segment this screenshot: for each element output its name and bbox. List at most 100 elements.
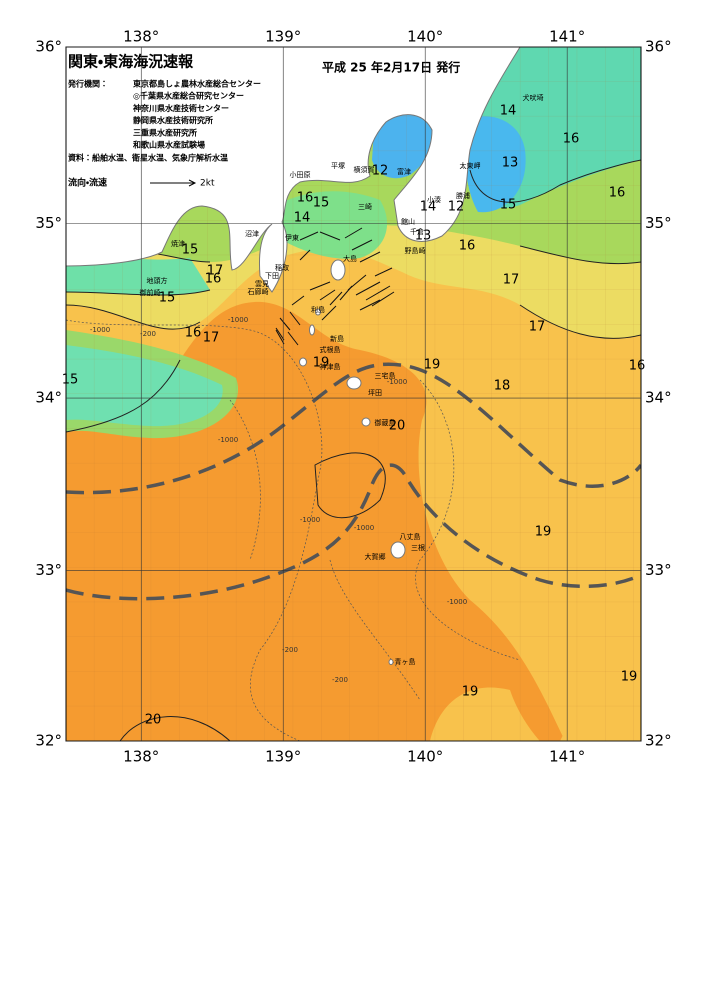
- temperature-label: 19: [313, 356, 330, 371]
- temperature-label: 16: [297, 191, 314, 206]
- sea-surface: [66, 47, 641, 741]
- depth-label: -1000: [300, 516, 320, 524]
- place-name: 利島: [311, 305, 325, 314]
- place-name: 稲取: [275, 263, 289, 272]
- temperature-label: 20: [389, 419, 406, 434]
- place-name: 神津島: [320, 362, 341, 371]
- temperature-label: 15: [500, 198, 517, 213]
- depth-label: -1000: [90, 326, 110, 334]
- temperature-label: 19: [621, 670, 638, 685]
- temperature-label: 13: [415, 229, 432, 244]
- lon-label-top: 141°: [549, 28, 585, 46]
- temperature-label: 17: [529, 320, 546, 335]
- temperature-label: 19: [424, 358, 441, 373]
- island: [361, 417, 371, 427]
- island: [330, 259, 346, 281]
- place-name: 地頭方: [147, 276, 168, 285]
- lon-label-top: 139°: [265, 28, 301, 46]
- temperature-label: 12: [372, 164, 389, 179]
- island: [299, 357, 307, 367]
- current-vector: [351, 239, 373, 251]
- island: [315, 308, 321, 316]
- place-name: 新島: [330, 334, 344, 343]
- issuer: ◎千葉県水産総合研究センター: [133, 91, 244, 101]
- lon-label-bottom: 139°: [265, 748, 301, 766]
- temperature-label: 17: [203, 331, 220, 346]
- place-name: 三宅島: [375, 371, 396, 380]
- depth-label: -1000: [387, 378, 407, 386]
- temperature-label: 17: [207, 264, 224, 279]
- issuer: 東京都島しょ農林水産総合センター: [133, 79, 261, 89]
- issuer: 神奈川県水産技術センター: [132, 103, 229, 113]
- title: 関東・東海海況速報: [68, 53, 194, 71]
- place-name: 御前崎: [140, 288, 161, 297]
- temperature-label: 16: [185, 326, 202, 341]
- depth-contour: [66, 319, 521, 741]
- temperature-label: 14: [420, 200, 437, 215]
- temperature-label: 18: [494, 379, 511, 394]
- temperature-label: 13: [502, 156, 519, 171]
- current-vector: [279, 317, 291, 331]
- place-name: 大賀郷: [365, 552, 386, 561]
- lon-label-bottom: 138°: [123, 748, 159, 766]
- depth-label: -1000: [447, 598, 467, 606]
- lat-label-left: 36°: [35, 38, 62, 56]
- current-vector: [287, 331, 299, 346]
- lat-label-left: 32°: [35, 732, 62, 750]
- temperature-label: 14: [500, 104, 517, 119]
- current-vector: [319, 231, 341, 241]
- temperature-label: 15: [313, 196, 330, 211]
- temperature-label: 17: [503, 273, 520, 288]
- legend-arrow: [150, 179, 197, 187]
- lat-label-right: 33°: [645, 561, 672, 579]
- lon-label-bottom: 140°: [407, 748, 443, 766]
- place-name: 伊東: [285, 233, 299, 242]
- temperature-label: 16: [459, 239, 476, 254]
- lon-label-top: 140°: [407, 28, 443, 46]
- current-vector: [299, 249, 311, 261]
- current-vector: [359, 299, 381, 311]
- place-name: 犬吠埼: [523, 93, 544, 102]
- current-vector: [275, 329, 285, 345]
- place-name: 平塚: [331, 161, 345, 170]
- place-name: 三根: [411, 543, 425, 552]
- legend-label: 流向・流速: [68, 177, 108, 189]
- issuers-label: 発行機関：: [67, 79, 108, 89]
- lat-label-right: 34°: [645, 389, 672, 407]
- kuroshio-axis: [66, 463, 641, 601]
- lat-label-left: 35°: [35, 214, 62, 232]
- depth-label: -200: [282, 646, 298, 654]
- current-vectors: [275, 227, 395, 346]
- temperature-label: 15: [182, 243, 199, 258]
- current-vector: [299, 231, 319, 241]
- lat-label-left: 33°: [35, 561, 62, 579]
- current-vector: [275, 327, 285, 341]
- place-name: 小湊: [427, 195, 441, 204]
- current-vector: [321, 305, 337, 321]
- place-name: 石廊崎: [248, 287, 269, 296]
- issue-date: 平成 25 年2月17日 発行: [322, 60, 460, 75]
- current-vector: [355, 281, 381, 296]
- place-name: 大島: [343, 254, 357, 263]
- temperature-label: 15: [62, 373, 79, 388]
- temperature-label: 16: [609, 186, 626, 201]
- place-name: 館山: [401, 217, 415, 226]
- temperature-label: 16: [629, 359, 646, 374]
- depth-label: -1000: [228, 316, 248, 324]
- place-name: 八丈島: [400, 532, 421, 541]
- current-vector: [329, 291, 343, 306]
- lon-label-top: 138°: [123, 28, 159, 46]
- island: [346, 376, 362, 390]
- temperature-label: 12: [448, 200, 465, 215]
- temperature-label: 19: [535, 525, 552, 540]
- current-vector: [371, 291, 395, 307]
- current-vector: [365, 285, 391, 301]
- issuer: 和歌山県水産試験場: [133, 140, 205, 150]
- issuer: 三重県水産研究所: [133, 127, 197, 137]
- current-vector: [291, 295, 305, 306]
- lat-label-right: 32°: [645, 732, 672, 750]
- current-vector: [319, 289, 336, 301]
- island: [309, 324, 315, 336]
